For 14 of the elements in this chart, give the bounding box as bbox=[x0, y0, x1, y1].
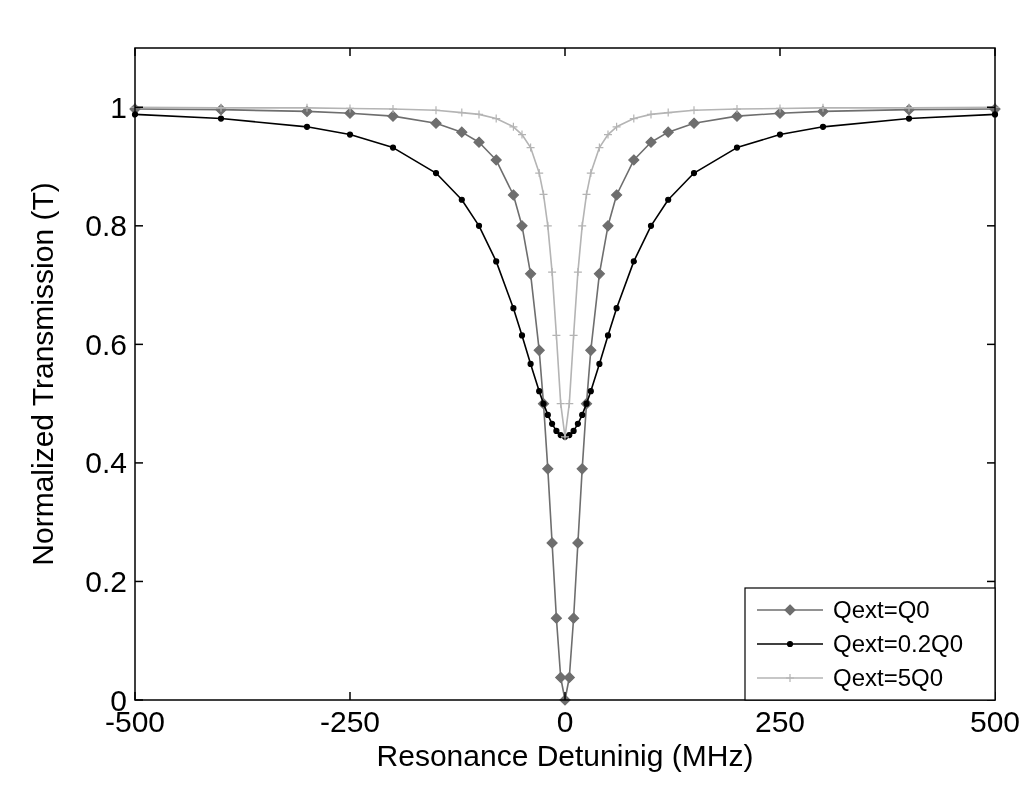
x-tick-label: -250 bbox=[319, 705, 381, 738]
y-tick-label: 0.8 bbox=[85, 209, 127, 243]
legend-label: Qext=Q0 bbox=[833, 596, 930, 624]
legend-label: Qext=0.2Q0 bbox=[833, 630, 964, 658]
y-axis-title: Normalized Transmission (T) bbox=[26, 182, 59, 566]
x-tick-label: 0 bbox=[556, 705, 574, 738]
y-tick-label: 0.2 bbox=[85, 564, 127, 598]
y-tick-label: 1 bbox=[110, 90, 127, 124]
x-tick-label: 500 bbox=[969, 705, 1021, 738]
y-tick-label: 0.6 bbox=[85, 327, 127, 361]
y-tick-label: 0.4 bbox=[85, 446, 127, 480]
x-axis-title: Resonance Detuninig (MHz) bbox=[376, 739, 754, 772]
legend-label: Qext=5Q0 bbox=[833, 664, 944, 692]
x-tick-label: 250 bbox=[754, 705, 806, 738]
